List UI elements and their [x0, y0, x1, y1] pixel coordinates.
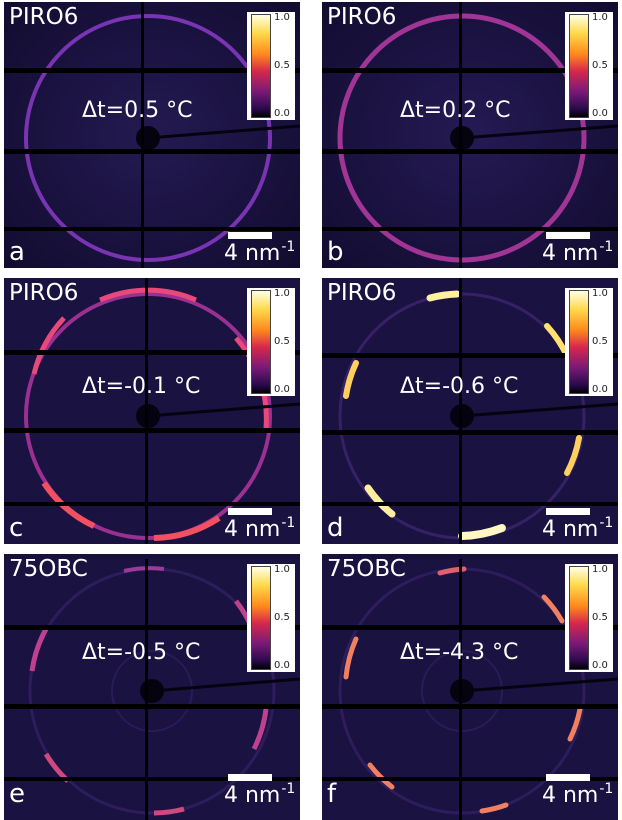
sample-label: PIRO6 [9, 280, 79, 306]
temperature-label: Δt=-0.1 °C [82, 374, 201, 399]
sample-label: PIRO6 [327, 4, 397, 30]
panel-letter: c [9, 513, 24, 543]
inner-ring [111, 650, 193, 732]
diffraction-arc [567, 706, 583, 742]
diffraction-image [322, 2, 618, 268]
diffraction-arc [541, 594, 565, 624]
panel-letter: f [327, 779, 337, 809]
panel-b: PIRO6 Δt=0.2 °C b 4 nm-1 1.0 0.5 0.0 [322, 2, 618, 268]
panel-letter: e [9, 779, 25, 809]
diffraction-arc [437, 566, 467, 576]
colorbar: 1.0 0.5 0.0 [565, 12, 613, 120]
temperature-label: Δt=0.2 °C [400, 98, 511, 123]
temperature-label: Δt=-0.6 °C [400, 374, 519, 399]
sample-label: PIRO6 [9, 4, 79, 30]
diffraction-arc [426, 290, 461, 302]
diffraction-arc [251, 708, 269, 751]
scale-label: 4 nm-1 [224, 239, 296, 266]
scale-bar [546, 232, 590, 239]
scale-bar [228, 508, 272, 515]
panel-c: PIRO6 Δt=-0.1 °C c 4 nm-1 1.0 0.5 0.0 [4, 278, 300, 544]
scale-label: 4 nm-1 [542, 239, 614, 266]
colorbar: 1.0 0.5 0.0 [247, 564, 295, 672]
diffraction-arc [364, 484, 396, 518]
diffraction-arc [153, 515, 221, 541]
scale-label: 4 nm-1 [224, 515, 296, 542]
panel-a: PIRO6 Δt=0.5 °C a 4 nm-1 1.0 0.5 0.0 [4, 2, 300, 268]
sample-label: 75OBC [327, 556, 406, 582]
temperature-label: Δt=-4.3 °C [400, 640, 519, 665]
diffraction-arc [343, 360, 359, 399]
panel-d: PIRO6 Δt=-0.6 °C d 4 nm-1 1.0 0.5 0.0 [322, 278, 618, 544]
panel-e: 75OBC Δt=-0.5 °C e 4 nm-1 1.0 0.5 0.0 [4, 554, 300, 820]
colorbar: 1.0 0.5 0.0 [247, 12, 295, 120]
temperature-label: Δt=-0.5 °C [82, 640, 201, 665]
colorbar: 1.0 0.5 0.0 [247, 288, 295, 396]
colorbar: 1.0 0.5 0.0 [565, 288, 613, 396]
scale-bar [228, 774, 272, 781]
panel-letter: a [9, 237, 25, 267]
scale-bar [546, 774, 590, 781]
panel-f: 75OBC Δt=-4.3 °C f 4 nm-1 1.0 0.5 0.0 [322, 554, 618, 820]
scale-label: 4 nm-1 [224, 781, 296, 808]
scale-bar [546, 508, 590, 515]
sample-label: 75OBC [9, 556, 88, 582]
diffraction-arc [564, 435, 582, 476]
scale-label: 4 nm-1 [542, 781, 614, 808]
sample-label: PIRO6 [327, 280, 397, 306]
diffraction-arc [458, 524, 506, 540]
scale-bar [228, 232, 272, 239]
diffraction-arc [343, 636, 359, 680]
diffraction-arc [29, 627, 49, 672]
colorbar: 1.0 0.5 0.0 [565, 564, 613, 672]
diffraction-arc [41, 481, 96, 529]
diffraction-arc [367, 762, 395, 790]
panel-letter: b [327, 237, 344, 267]
temperature-label: Δt=0.5 °C [82, 98, 193, 123]
panel-letter: d [327, 513, 344, 543]
diffraction-arc [123, 566, 165, 573]
diffraction-ring [24, 14, 272, 262]
scale-label: 4 nm-1 [542, 515, 614, 542]
diffraction-arc [31, 316, 66, 375]
